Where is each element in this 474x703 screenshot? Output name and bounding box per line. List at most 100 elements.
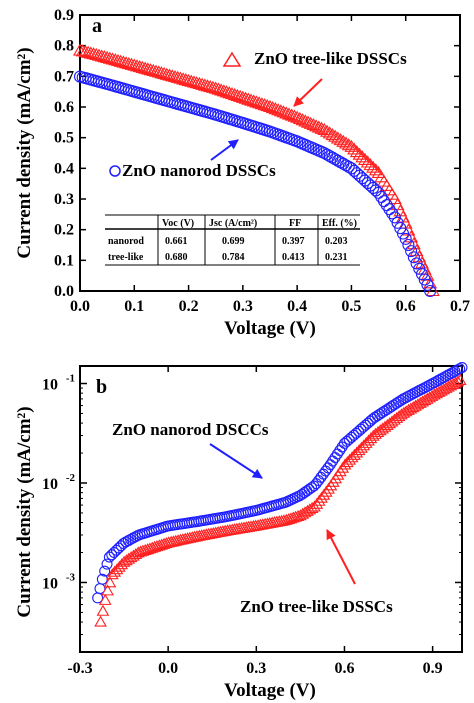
y-tick-label: 0.6 xyxy=(54,99,74,116)
data-point-circle xyxy=(334,444,346,456)
panel-a-frame xyxy=(79,14,461,292)
data-point-triangle xyxy=(325,127,340,141)
data-point-triangle xyxy=(453,373,467,385)
table-header-eff: Eff. (%) xyxy=(322,218,357,229)
data-point-triangle xyxy=(309,119,324,132)
table-cell: 0.397 xyxy=(282,236,305,247)
table-cell: nanorod xyxy=(108,236,144,247)
data-point-triangle xyxy=(320,124,334,137)
data-point-triangle xyxy=(328,129,343,142)
x-tick-label: -0.3 xyxy=(67,660,92,677)
x-tick-label: 0.7 xyxy=(450,298,470,315)
data-point-triangle xyxy=(363,158,378,171)
x-tick-label: 0.9 xyxy=(423,660,443,677)
data-point-triangle xyxy=(449,376,462,388)
data-point-circle xyxy=(327,455,339,467)
data-point-circle xyxy=(329,452,341,464)
data-point-triangle xyxy=(360,155,375,168)
data-point-circle xyxy=(386,207,399,220)
x-tick-label: 0.6 xyxy=(334,660,354,677)
table-cell: 0.784 xyxy=(222,252,245,263)
data-point-triangle xyxy=(290,110,305,123)
data-point-circle xyxy=(324,459,336,471)
data-point-triangle xyxy=(381,418,394,430)
data-point-circle xyxy=(380,199,393,212)
panel-a-ticks: 0.0 0.1 0.2 0.3 0.4 0.5 0.6 0.7 0.0 0.1 0.2 0.3 0.4 0… xyxy=(54,7,470,315)
panel-a-letter: a xyxy=(92,15,102,37)
data-point-triangle xyxy=(115,558,129,570)
y-tick-label: 0.8 xyxy=(54,38,74,55)
panel-b: b -0.3 0.0 0.3 0.6 0.9 10 -3 10 -2 10 -1 Voltage (… xyxy=(14,361,468,701)
x-tick-label: 0.6 xyxy=(396,298,416,315)
data-point-triangle xyxy=(366,429,380,441)
table-header-jsc: Jsc (A/cm²) xyxy=(209,218,257,229)
panel-a-xlabel: Voltage (V) xyxy=(224,318,316,339)
data-point-triangle xyxy=(358,152,372,165)
x-tick-label: 0.5 xyxy=(341,298,361,315)
table-cell: 0.661 xyxy=(165,236,188,247)
y-tick-exponent: -1 xyxy=(66,373,75,385)
panel-a-arrow-treelike xyxy=(293,78,323,107)
data-point-triangle xyxy=(333,133,348,146)
table-cell: 0.231 xyxy=(325,252,348,263)
data-point-triangle xyxy=(352,147,367,160)
data-point-triangle xyxy=(265,100,280,114)
data-point-circle xyxy=(407,251,420,264)
panel-a-legend-triangle xyxy=(222,51,242,67)
data-point-triangle xyxy=(336,134,351,147)
data-point-circle xyxy=(383,203,396,216)
table-cell: tree-like xyxy=(108,252,144,263)
data-point-triangle xyxy=(376,422,390,434)
data-point-triangle xyxy=(292,111,307,125)
y-tick-exponent: -3 xyxy=(66,571,76,583)
y-tick-label: 0.4 xyxy=(54,160,74,177)
table-cell: 0.680 xyxy=(165,252,188,263)
data-point-triangle xyxy=(94,615,107,627)
data-point-triangle xyxy=(311,120,326,133)
data-point-triangle xyxy=(303,503,317,515)
data-point-triangle xyxy=(298,114,313,127)
data-point-circle xyxy=(421,278,434,291)
data-point-triangle xyxy=(420,268,435,281)
y-tick-label: 0.0 xyxy=(54,283,74,300)
panel-b-ticks: -0.3 0.0 0.3 0.6 0.9 10 -3 10 -2 10 -1 xyxy=(42,366,462,677)
table-header-ff: FF xyxy=(289,218,301,229)
data-point-circle xyxy=(99,565,111,577)
data-point-triangle xyxy=(339,136,353,149)
x-tick-label: 0.0 xyxy=(158,660,178,677)
y-tick-label: 0.3 xyxy=(54,191,74,208)
data-point-triangle xyxy=(273,104,288,117)
y-tick-label: 10 xyxy=(42,476,58,493)
data-point-triangle xyxy=(371,425,385,438)
panel-a-label-treelike: ZnO tree-like DSSCs xyxy=(254,49,407,68)
y-tick-label: 0.9 xyxy=(54,7,74,24)
data-point-triangle xyxy=(366,160,381,173)
data-point-circle xyxy=(375,190,388,204)
data-point-triangle xyxy=(368,163,383,176)
panel-b-letter: b xyxy=(96,376,107,398)
data-point-triangle xyxy=(284,108,299,121)
data-point-triangle xyxy=(420,392,434,404)
data-point-triangle xyxy=(305,501,319,513)
y-tick-label: 0.2 xyxy=(54,222,74,239)
data-point-triangle xyxy=(388,413,401,425)
panel-b-label-treelike: ZnO tree-like DSSCs xyxy=(240,597,393,616)
panel-b-ylabel: Current density (mA/cm²) xyxy=(14,406,35,617)
data-point-triangle xyxy=(423,276,438,289)
data-point-triangle xyxy=(303,116,318,129)
table-header-voc: Voc (V) xyxy=(162,218,194,229)
data-point-triangle xyxy=(317,122,332,136)
data-point-triangle xyxy=(355,150,370,163)
data-point-triangle xyxy=(101,584,114,596)
data-point-triangle xyxy=(98,593,112,605)
y-tick-label: 10 xyxy=(42,377,58,394)
table-cell: 0.699 xyxy=(222,236,245,247)
data-point-triangle xyxy=(295,113,310,126)
data-point-triangle xyxy=(330,131,345,144)
data-point-triangle xyxy=(406,237,421,250)
data-point-triangle xyxy=(268,102,283,115)
data-point-triangle xyxy=(306,117,321,131)
panel-a-ylabel: Current density (mA/cm²) xyxy=(14,47,35,258)
panel-b-label-nanorod: ZnO nanorod DSCCs xyxy=(112,420,269,439)
